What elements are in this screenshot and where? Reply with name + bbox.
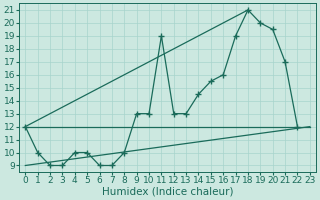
X-axis label: Humidex (Indice chaleur): Humidex (Indice chaleur) [102,187,233,197]
